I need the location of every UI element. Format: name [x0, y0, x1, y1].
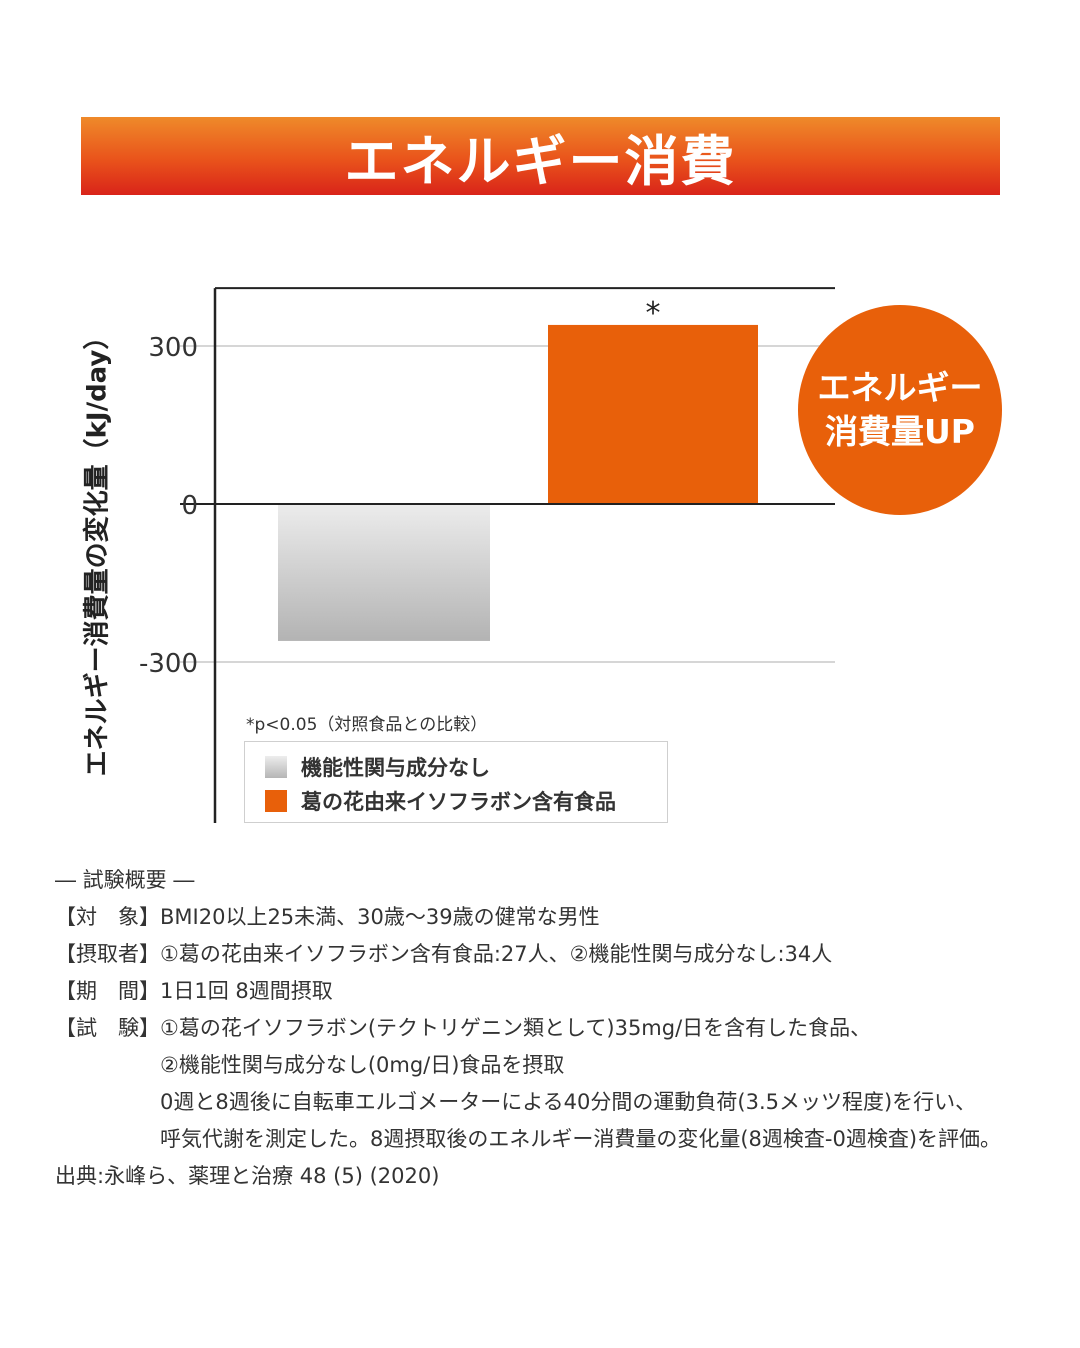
summary-text: BMI20以上25未満、30歳～39歳の健常な男性	[160, 905, 600, 929]
title-banner: エネルギー消費	[81, 117, 1000, 195]
summary-label: 【対 象】	[55, 905, 160, 929]
summary-continuation-1: ②機能性関与成分なし(0mg/日)食品を摂取	[160, 1053, 565, 1077]
summary-text: ①葛の花イソフラボン(テクトリゲニン類として)35mg/日を含有した食品、	[160, 1016, 872, 1040]
banner-title: エネルギー消費	[344, 129, 737, 193]
summary-row-subject: 【対 象】BMI20以上25未満、30歳～39歳の健常な男性	[55, 899, 1001, 936]
summary-text: ①葛の花由来イソフラボン含有食品:27人、②機能性関与成分なし:34人	[160, 942, 833, 966]
chart-legend: 機能性関与成分なし 葛の花由来イソフラボン含有食品	[244, 741, 668, 823]
summary-row-participants: 【摂取者】①葛の花由来イソフラボン含有食品:27人、②機能性関与成分なし:34人	[55, 936, 1001, 973]
summary-label: 【期 間】	[55, 979, 160, 1003]
badge-line-2: 消費量UP	[825, 412, 975, 451]
badge-line-1: エネルギー	[817, 368, 983, 407]
y-axis-label: エネルギー消費量の変化量（kJ/day）	[82, 323, 113, 777]
legend-item-isoflavone: 葛の花由来イソフラボン含有食品	[265, 784, 667, 818]
y-tick-label: 0	[181, 491, 198, 521]
source-citation: 出典:永峰ら、薬理と治療 48 (5) (2020)	[55, 1164, 440, 1188]
summary-text: 1日1回 8週間摂取	[160, 979, 333, 1003]
significance-note: *p<0.05（対照食品との比較）	[246, 715, 488, 735]
test-summary: ― 試験概要 ― 【対 象】BMI20以上25未満、30歳～39歳の健常な男性 …	[55, 862, 1001, 1195]
significance-marker: *	[646, 296, 661, 331]
legend-swatch-orange	[265, 790, 287, 812]
summary-row-test: 【試 験】①葛の花イソフラボン(テクトリゲニン類として)35mg/日を含有した食…	[55, 1010, 1001, 1047]
energy-up-badge: エネルギー 消費量UP	[798, 305, 1002, 515]
y-tick-label: 300	[148, 333, 198, 363]
legend-item-control: 機能性関与成分なし	[265, 750, 667, 784]
summary-label: 【摂取者】	[55, 942, 160, 966]
summary-row-period: 【期 間】1日1回 8週間摂取	[55, 973, 1001, 1010]
summary-heading: ― 試験概要 ―	[55, 868, 195, 892]
y-tick-label: -300	[139, 649, 198, 679]
legend-label-isoflavone: 葛の花由来イソフラボン含有食品	[301, 790, 616, 814]
summary-label: 【試 験】	[55, 1016, 160, 1040]
legend-swatch-gray	[265, 756, 287, 778]
legend-label-control: 機能性関与成分なし	[301, 756, 490, 780]
summary-continuation-3: 呼気代謝を測定した。8週摂取後のエネルギー消費量の変化量(8週検査-0週検査)を…	[160, 1127, 1002, 1151]
bar-control	[278, 504, 490, 641]
summary-continuation-2: 0週と8週後に自転車エルゴメーターによる40分間の運動負荷(3.5メッツ程度)を…	[160, 1090, 977, 1114]
bar-isoflavone	[548, 324, 758, 504]
